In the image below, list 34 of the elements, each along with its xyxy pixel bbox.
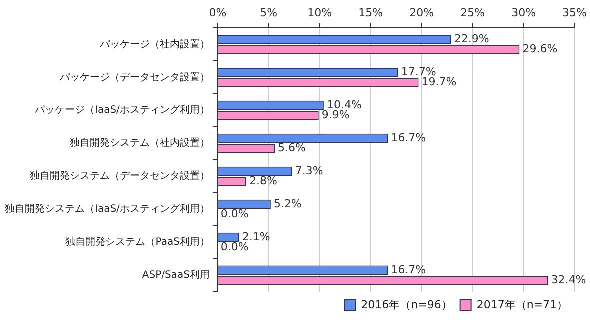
x-tick-label: 0%	[209, 6, 227, 20]
x-tick-label: 30%	[512, 6, 536, 20]
y-tick-label: パッケージ（IaaS/ホスティング利用）	[34, 104, 210, 116]
x-tick-label: 5%	[260, 6, 278, 20]
data-label: 0.0%	[220, 208, 249, 221]
data-label: 5.2%	[274, 197, 302, 210]
data-label: 0.0%	[220, 240, 249, 254]
y-tick-label: 独自開発システム（社内設置）	[70, 137, 210, 150]
data-label: 29.6%	[522, 42, 558, 56]
data-label: 7.3%	[295, 164, 324, 178]
y-tick-label: パッケージ（社内設置）	[98, 38, 210, 50]
data-label: 17.7%	[401, 65, 436, 78]
data-label: 2.8%	[249, 174, 278, 188]
y-tick-label: 独自開発システム（IaaS/ホスティング利用）	[5, 203, 210, 216]
data-label: 22.9%	[454, 32, 490, 46]
x-tick-label: 20%	[410, 6, 434, 20]
legend-label: 2017年（n=71）	[476, 298, 568, 312]
data-label: 10.4%	[326, 98, 362, 112]
legend-label: 2016年（n=96）	[361, 298, 452, 312]
data-label: 5.6%	[278, 142, 306, 155]
y-tick-label: 独自開発システム（データセンタ設置）	[30, 170, 210, 182]
data-label: 9.9%	[322, 108, 350, 122]
x-tick-label: 10%	[308, 6, 332, 20]
data-label: 16.7%	[391, 263, 426, 276]
x-tick-label: 35%	[562, 6, 587, 20]
x-tick-label: 15%	[358, 6, 384, 20]
data-label: 2.1%	[242, 230, 270, 244]
data-label: 32.4%	[551, 273, 586, 286]
data-label: 19.7%	[422, 76, 457, 89]
y-tick-label: 独自開発システム（PaaS利用）	[66, 236, 210, 248]
data-label: 16.7%	[391, 131, 426, 144]
y-tick-label: ASP/SaaS利用	[142, 269, 210, 282]
x-tick-label: 25%	[460, 6, 486, 20]
y-tick-label: パッケージ（データセンタ設置）	[58, 71, 210, 84]
